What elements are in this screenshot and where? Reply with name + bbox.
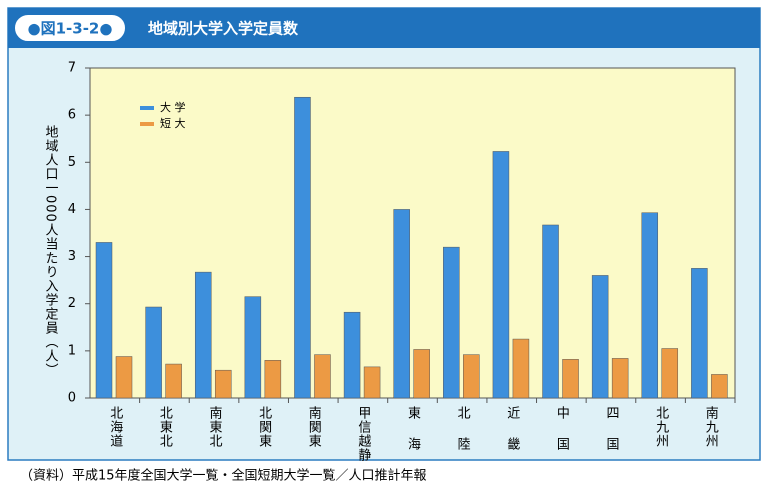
x-tick-label: 南東北	[207, 405, 223, 448]
bar	[343, 311, 361, 399]
x-tick-label: 四国	[603, 406, 618, 468]
header-bar	[8, 8, 760, 48]
chart-title: 地域別大学入学定員数	[148, 20, 299, 38]
y-tick-label: 6	[68, 108, 76, 123]
y-tick-label: 3	[68, 249, 76, 264]
x-tick-label: 南九州	[703, 405, 719, 448]
figure-pill	[13, 13, 127, 43]
bar	[264, 360, 282, 399]
y-tick-label: 0	[68, 391, 76, 406]
y-tick-label: 4	[68, 202, 76, 217]
bar	[393, 209, 410, 399]
bar	[611, 358, 629, 399]
y-tick-label: 1	[68, 343, 76, 358]
legend-swatch	[140, 122, 154, 126]
legend-label: 短 大	[160, 116, 186, 130]
bar	[691, 268, 708, 399]
bar	[115, 356, 133, 399]
bar	[294, 96, 311, 399]
plot-area	[89, 67, 736, 399]
bar	[165, 363, 182, 399]
figure-label: ●図1-3-2●	[28, 20, 113, 38]
bar	[591, 275, 609, 399]
x-tick-label: 北陸	[455, 406, 471, 468]
y-tick-label: 7	[68, 61, 76, 76]
x-tick-label: 南関東	[306, 405, 322, 448]
bar	[492, 151, 510, 399]
bar	[443, 246, 460, 399]
x-tick-label: 甲信越静	[355, 406, 371, 462]
bar	[562, 359, 579, 399]
legend-swatch	[140, 106, 154, 110]
bar	[194, 271, 212, 399]
source-note: （資料）平成15年度全国大学一覧・全国短期大学一覧／人口推計年報	[20, 468, 427, 484]
bar	[641, 212, 659, 399]
x-tick-label: 北東北	[157, 406, 173, 448]
bar	[145, 306, 162, 399]
x-tick-label: 北海道	[107, 406, 123, 448]
x-tick-label: 東海	[405, 405, 421, 468]
x-tick-label: 北関東	[256, 406, 272, 448]
bar	[463, 354, 480, 399]
bar	[95, 242, 113, 399]
bar	[661, 348, 679, 399]
x-tick-label: 中国	[554, 406, 569, 468]
bar	[314, 354, 331, 399]
y-tick-label: 5	[68, 155, 76, 170]
y-axis-label: 地域人口一000人当たり入学定員（人）	[43, 125, 59, 377]
bar	[363, 366, 381, 399]
bar	[244, 296, 262, 399]
y-tick-label: 2	[68, 296, 76, 311]
bar	[413, 349, 430, 399]
legend-label: 大 学	[160, 100, 186, 114]
bar	[214, 369, 232, 399]
bar	[711, 374, 728, 399]
bar	[542, 224, 559, 399]
bar	[512, 338, 530, 399]
x-tick-label: 北九州	[653, 406, 669, 448]
x-tick-label: 近畿	[504, 406, 520, 468]
